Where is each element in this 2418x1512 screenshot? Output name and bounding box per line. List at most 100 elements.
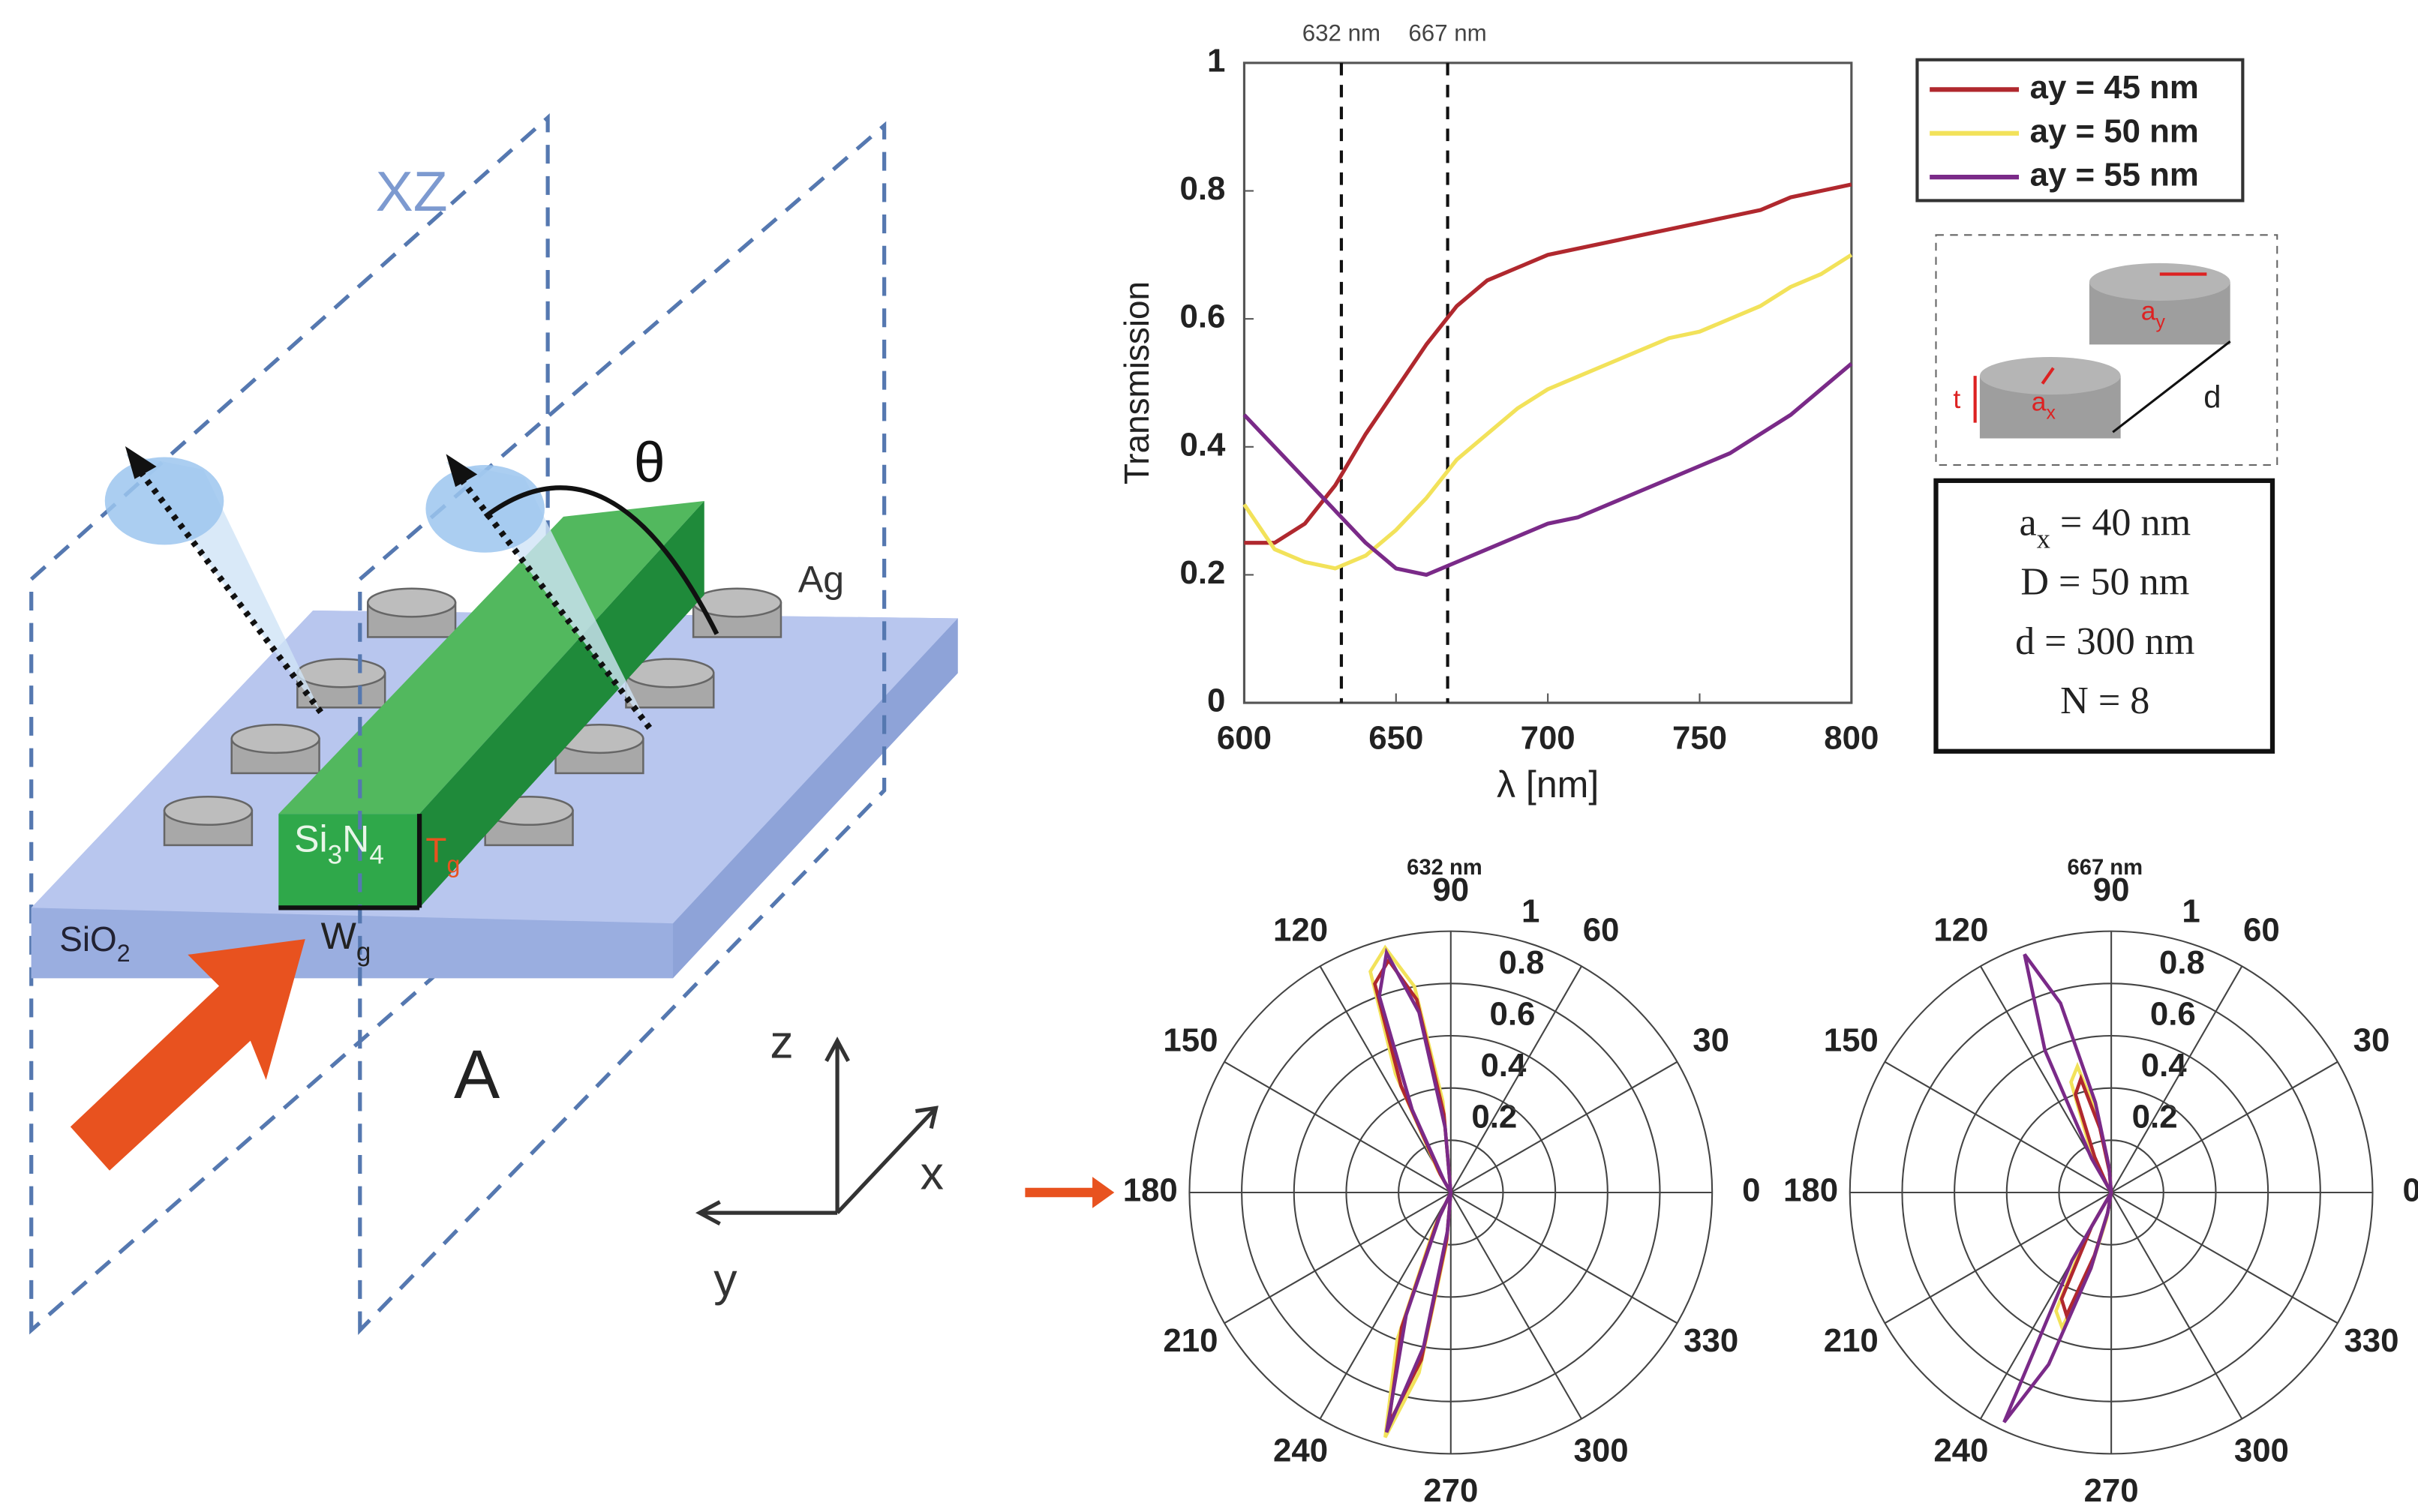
axes-glyph — [695, 1036, 939, 1226]
theta-tick-label: 330 — [2344, 1322, 2398, 1359]
y-tick-label: 0.8 — [1180, 170, 1226, 207]
theta-tick-label: 180 — [1123, 1172, 1178, 1209]
reference-label: 632 nm — [1302, 20, 1380, 46]
text-part: Si — [294, 818, 328, 860]
theta-tick-label: 30 — [2353, 1022, 2390, 1058]
param: d = 300 nm — [2015, 620, 2194, 663]
spoke — [1319, 965, 1452, 1193]
theta-tick-label: 0 — [1742, 1172, 1760, 1209]
angle-arc — [483, 485, 719, 635]
series-line — [1244, 182, 1852, 545]
r-tick-label: 0.8 — [2159, 944, 2205, 981]
text-part: a — [2032, 387, 2047, 417]
y-tick-label: 0.4 — [1180, 426, 1227, 463]
y-tick-label: 1 — [1207, 42, 1225, 79]
y-tick-label: 0.2 — [1180, 554, 1226, 591]
text-part: N = 8 — [2060, 680, 2149, 722]
subscript: 2 — [117, 940, 131, 968]
r-tick-label: 1 — [1521, 892, 1539, 929]
text-part: SiO — [59, 920, 116, 958]
spoke — [1450, 1060, 1678, 1193]
y-axis-label: Transmission — [1117, 281, 1156, 484]
spoke — [1450, 1192, 1678, 1324]
substrate-label: SiO2 — [59, 920, 130, 967]
theta-tick-label: 300 — [1574, 1432, 1629, 1468]
theta-tick-label: 240 — [1273, 1432, 1328, 1468]
x-tick-label: 800 — [1824, 720, 1879, 757]
spoke — [1224, 1192, 1452, 1324]
subscript: 3 — [328, 840, 342, 869]
theta-tick-label: 60 — [1583, 912, 1620, 949]
x-tick-label: 700 — [1521, 720, 1575, 757]
r-tick-label: 0.6 — [1490, 996, 1536, 1033]
text-part: = 40 nm — [2050, 501, 2191, 544]
spoke — [1884, 1060, 2112, 1193]
legend-label: ay = 55 nm — [2030, 157, 2199, 194]
theta-tick-label: 210 — [1824, 1322, 1879, 1359]
slab-side — [673, 618, 958, 979]
spoke — [1884, 1192, 2112, 1324]
diagram: XZ θ Ag Si3N4 Tg Wg SiO2 A z x y — [29, 113, 958, 1336]
cone-cap — [425, 464, 545, 553]
x-tick-label: 650 — [1368, 720, 1423, 757]
axis-y-label: y — [713, 1254, 737, 1306]
param: N = 8 — [2060, 680, 2149, 722]
theta-tick-label: 0 — [2402, 1172, 2418, 1209]
r-tick-label: 0.4 — [2141, 1047, 2188, 1084]
subscript: 4 — [369, 840, 383, 869]
r-tick-label: 0.4 — [1480, 1047, 1527, 1084]
spoke — [1449, 965, 1582, 1193]
plane-label: XZ — [376, 160, 448, 223]
spoke — [2110, 1192, 2338, 1324]
width-label: Wg — [321, 915, 371, 967]
spoke — [1224, 1060, 1452, 1193]
ray-head — [125, 446, 157, 479]
panel-label: A — [454, 1036, 500, 1113]
theta-tick-label: 60 — [2243, 912, 2280, 949]
spoke — [1449, 1192, 1582, 1420]
x-axis-label: λ [nm] — [1497, 764, 1599, 806]
theta-tick-label: 330 — [1684, 1322, 1738, 1359]
subscript: y — [2155, 313, 2165, 333]
param: ax = 40 nm — [2019, 501, 2191, 554]
r-tick-label: 0.8 — [1499, 944, 1545, 981]
waveguide-side — [419, 500, 704, 908]
ray — [130, 460, 323, 715]
theta-tick-label: 300 — [2234, 1432, 2289, 1468]
legend-label: ay = 50 nm — [2030, 112, 2199, 149]
spoke — [1319, 1192, 1452, 1420]
text-part: a — [2019, 501, 2036, 544]
waveguide-label: Si3N4 — [294, 818, 384, 870]
text-part: N — [342, 818, 369, 860]
ay-label: ay — [2141, 296, 2166, 333]
metal-label: Ag — [798, 559, 844, 601]
y-tick-label: 0.6 — [1180, 298, 1226, 335]
ax-label: ax — [2032, 387, 2056, 424]
x-tick-label: 600 — [1217, 720, 1272, 757]
theta-tick-label: 120 — [1273, 912, 1328, 949]
text-part: W — [321, 915, 357, 957]
series-line — [1242, 362, 1853, 578]
theta-tick-label: 150 — [1824, 1022, 1879, 1058]
inset: t ax ay d — [1933, 234, 2278, 754]
theta-tick-label: 270 — [1423, 1472, 1478, 1509]
ax-line — [2041, 367, 2055, 385]
second-plane — [358, 121, 887, 1336]
y-tick-label: 0 — [1207, 682, 1225, 719]
theta-tick-label: 240 — [1933, 1432, 1988, 1468]
text-part: d = 300 nm — [2015, 620, 2194, 663]
disk-top — [1979, 357, 2121, 395]
r-tick-label: 0.6 — [2150, 996, 2196, 1033]
text-part: D = 50 nm — [2020, 561, 2189, 604]
slab-front — [31, 908, 674, 979]
ray-head — [446, 454, 478, 488]
reference-label: 667 nm — [1408, 20, 1486, 46]
theta-tick-label: 210 — [1163, 1322, 1218, 1359]
text-part: T — [425, 830, 446, 869]
distance-line — [2112, 340, 2231, 434]
polar-arrow — [1025, 1177, 1115, 1208]
x-tick-label: 750 — [1672, 720, 1727, 757]
polar-series — [1377, 947, 1453, 1433]
